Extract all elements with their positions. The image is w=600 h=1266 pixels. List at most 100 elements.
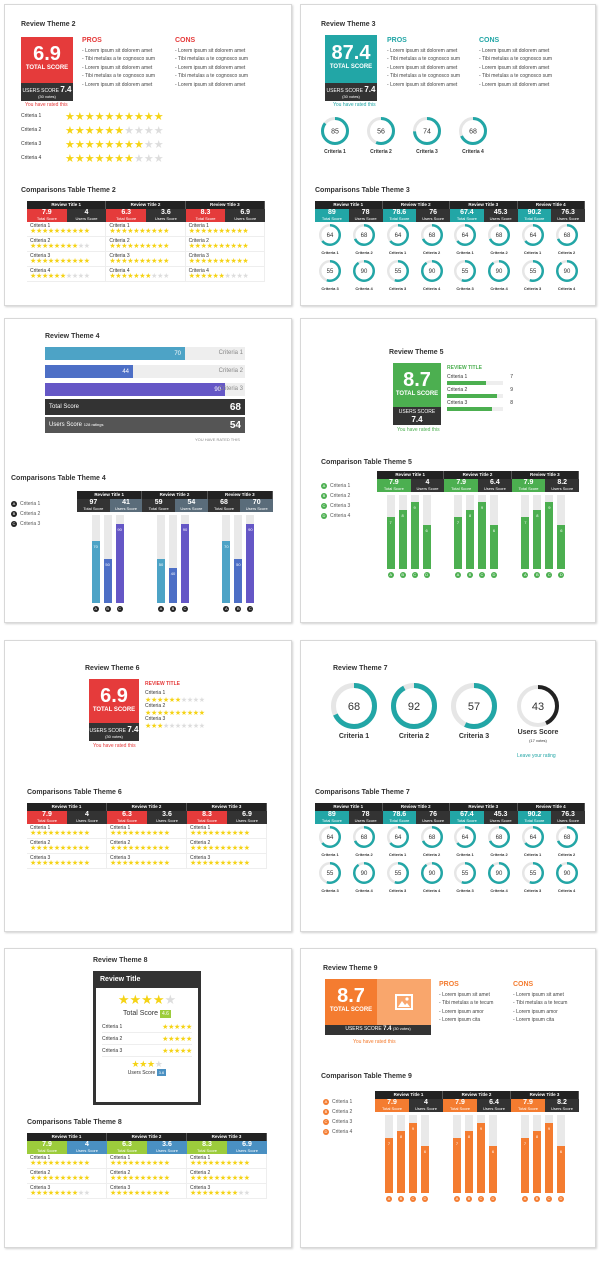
star-rating[interactable]: ★★★★★★★★★★ (145, 697, 205, 704)
table-header: Review Title 1 Review Title 2 Review Title… (27, 201, 265, 209)
votes-count: (30 votes) (408, 424, 426, 429)
votes-count: (30 votes) (392, 1026, 411, 1031)
bar-value: 8 (466, 509, 474, 569)
pros-item: Lorem ipsum sit dolorem amet (82, 81, 155, 89)
ring-value: 57 (468, 701, 480, 713)
total-score: 87.4 (331, 42, 371, 64)
bar-marker: B (466, 1196, 472, 1202)
bar-value: 70 (174, 350, 181, 357)
users-score: 78 Users Score (348, 811, 383, 824)
ring-value: 68 (496, 835, 503, 841)
bar-value: 6 (489, 1146, 497, 1193)
legend-marker: A (11, 501, 17, 507)
star-rating: ★★★★★★★★★★ (30, 830, 90, 837)
bar-marker: C (546, 572, 553, 578)
votes-count: (30 votes) (342, 94, 360, 99)
ring-value: 90 (361, 269, 368, 275)
comparison-table: Review Title 1 Review Title 2 Review Title… (27, 803, 267, 869)
column-header: Review Title 1 (27, 1133, 107, 1141)
star-rating[interactable]: ★★★★★★★★★★ (65, 138, 164, 151)
star-rating[interactable]: ★★★★★★★★★★ (145, 710, 205, 717)
criteria-label: Criteria 2 (110, 840, 131, 846)
total-score: 6.3 (121, 209, 132, 216)
card-review-theme-9: Review Theme 9 8.7 TOTAL SCORE USERS SCO… (300, 948, 596, 1248)
rated-text[interactable]: You have rated this (353, 1039, 396, 1045)
card-review-theme-8: Review Theme 8 Review Title ★★★★★ Total … (4, 948, 292, 1248)
score-ring: 43 (517, 685, 559, 729)
star-rating: ★★★★★★★★★★ (30, 1175, 90, 1182)
star-rating[interactable]: ★★★★★★★★★★ (145, 723, 205, 730)
criteria-label: Criteria 1 (447, 374, 468, 380)
bar-value: 6 (557, 524, 566, 569)
ring-value: 56 (377, 128, 385, 135)
chart-bar: 6 (422, 495, 431, 569)
star-rating[interactable]: ★★★★★★★★★★ (65, 124, 164, 137)
ring-arc (321, 117, 349, 145)
comparison-title: Comparisons Table Theme 4 (11, 475, 106, 482)
score-ring: 90 Criteria 4 (420, 260, 443, 291)
star-rating[interactable]: ★★★★★ (162, 1023, 192, 1031)
column-header: Review Title 1 (315, 803, 383, 811)
column-header: Review Title 2 (443, 1091, 511, 1099)
ratings-count: 128 ratings (83, 422, 104, 427)
comparison-table: Review Title 1 Review Title 2 Review Title… (375, 1091, 579, 1112)
bar-value: 7 (454, 517, 462, 569)
bar-value: 9 (478, 502, 486, 569)
users-score-bar: USERS SCORE 7.4 (30 votes) (89, 723, 139, 741)
pros-item: Lorem ipsum sit dolorem amet (387, 81, 460, 89)
score-row: 7.9 Total Score 4 Users Score 7.9 Total Score… (377, 479, 580, 492)
leave-rating-link[interactable]: Leave your rating (517, 753, 556, 759)
ring-label: Criteria 3 (321, 888, 339, 893)
bar-value: 7 (453, 1138, 461, 1193)
bar-label: Criteria 2 (218, 368, 243, 374)
criteria-value: 7 (510, 374, 513, 380)
score-ring: 55 Criteria 3 (521, 260, 544, 291)
ring-arc (521, 826, 544, 848)
cons-item: Lorem ipsum sit dolorem amet (479, 64, 552, 72)
total-score-label: Total Score (195, 216, 216, 221)
star-rating: ★★★★★★★★★★ (30, 1190, 90, 1197)
bar-marker: C (546, 1196, 552, 1202)
chart-bar: 9 (477, 1115, 485, 1193)
table-header: Review Title 1 Review Title 2 Review Title… (377, 471, 579, 479)
ring-label: Criteria 1 (388, 250, 407, 255)
total-score: 68 (229, 401, 241, 413)
pros-item: Lorem ipsum sit dolorem amet (82, 64, 155, 72)
ring-value: 68 (563, 233, 570, 239)
star-rating[interactable]: ★★★★★ (162, 1047, 192, 1055)
total-score: 7.9 (41, 209, 52, 216)
bar-marker: A (522, 572, 529, 578)
criteria-label: Criteria 1 (188, 223, 209, 229)
star-rating[interactable]: ★★★★★★★★★★ (65, 110, 164, 123)
cons-title: CONS (479, 37, 500, 44)
total-score-box: 87.4 TOTAL SCORE (325, 35, 377, 83)
ring-value: 68 (563, 835, 570, 841)
star-rating[interactable]: ★★★★★ (162, 1035, 192, 1043)
star-rating[interactable]: ★★★★★ (117, 992, 177, 1007)
users-score: 76 Users Score (416, 811, 450, 824)
ring-label: Criteria 3 (388, 286, 407, 291)
bar-value: 8 (533, 509, 542, 569)
rated-text[interactable]: You have rated this (25, 102, 68, 108)
users-score-row[interactable]: Users Score 128 ratings 54 (45, 417, 245, 433)
ring-label: Criteria 4 (490, 888, 508, 893)
ring-value: 64 (529, 835, 536, 841)
cons-item: Lorem ipsum sit amet (513, 991, 567, 999)
cons-item: Tibi metulas a te cognosco sum (175, 72, 248, 80)
legend-marker: B (321, 493, 327, 499)
users-star-rating[interactable]: ★★★★ (131, 1059, 163, 1069)
ring-label: Criteria 1 (456, 250, 474, 255)
column-header: Review Title 3 (208, 491, 273, 499)
comparison-title: Comparisons Table Theme 8 (27, 1119, 122, 1126)
score-ring: 55 Criteria 3 (454, 260, 476, 291)
rated-text[interactable]: You have rated this (397, 427, 440, 433)
table-row: Criteria 3 ★★★★★★★★★★ Criteria 3 ★★★★★★★★★★… (27, 854, 267, 869)
star-rating[interactable]: ★★★★★★★★★★ (65, 152, 164, 165)
rated-text[interactable]: You have rated this (333, 102, 376, 108)
votes-count: (30 votes) (105, 734, 123, 739)
ring-value: 43 (532, 701, 544, 713)
rated-text[interactable]: YOU HAVE RATED THIS (195, 437, 240, 442)
rated-text[interactable]: You have rated this (93, 743, 136, 749)
criteria-label: Criteria 1 (30, 1155, 51, 1161)
